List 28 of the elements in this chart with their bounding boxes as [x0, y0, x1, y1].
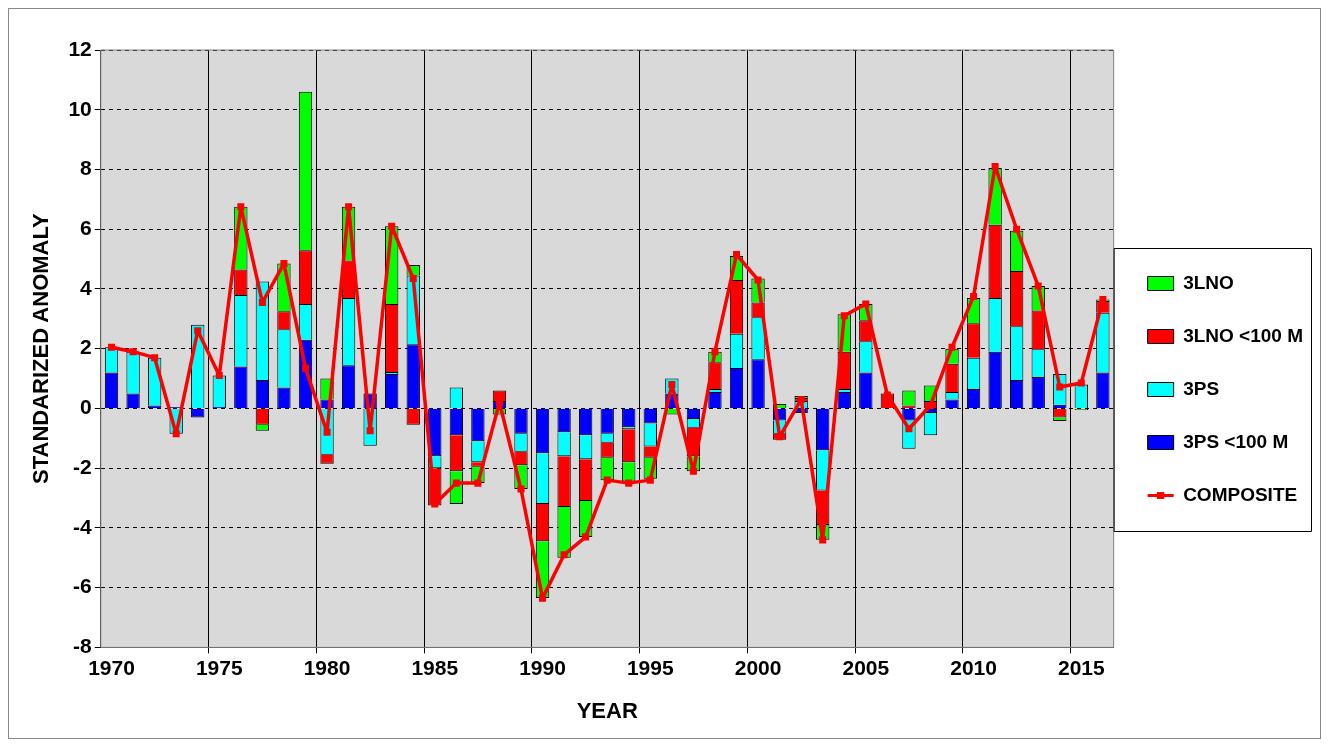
x-tick-label: 1995	[626, 655, 674, 679]
y-tick-label: 10	[68, 96, 92, 120]
x-tick-label: 2015	[1057, 655, 1105, 679]
y-tick-label: -4	[73, 514, 93, 538]
x-tick-label: 1990	[519, 655, 566, 679]
y-tick-label: -6	[73, 574, 92, 598]
x-tick-label: 1975	[195, 655, 243, 679]
legend-label: 3PS	[1183, 377, 1220, 399]
x-tick-label: 1985	[411, 655, 459, 679]
y-tick-label: -8	[73, 634, 93, 658]
x-axis-title: YEAR	[576, 697, 638, 723]
y-tick-label: 2	[80, 335, 92, 359]
y-tick-label: 12	[68, 36, 92, 60]
y-tick-label: 6	[80, 216, 92, 240]
y-tick-label: 8	[80, 156, 93, 180]
legend-label: 3LNO <100 M	[1183, 324, 1304, 346]
legend-label: 3PS <100 M	[1183, 430, 1289, 452]
x-tick-label: 2010	[950, 655, 997, 679]
x-tick-label: 1970	[88, 655, 135, 679]
x-tick-label: 2005	[842, 655, 890, 679]
y-tick-label: -2	[73, 454, 92, 478]
y-axis-title: STANDARIZED ANOMALY	[28, 213, 54, 484]
y-tick-label: 4	[80, 275, 93, 299]
legend-label: COMPOSITE	[1183, 483, 1298, 505]
legend-label: 3LNO	[1183, 271, 1234, 293]
y-tick-label: 0	[80, 395, 92, 419]
x-tick-label: 2000	[734, 655, 782, 679]
x-tick-label: 1980	[303, 655, 351, 679]
